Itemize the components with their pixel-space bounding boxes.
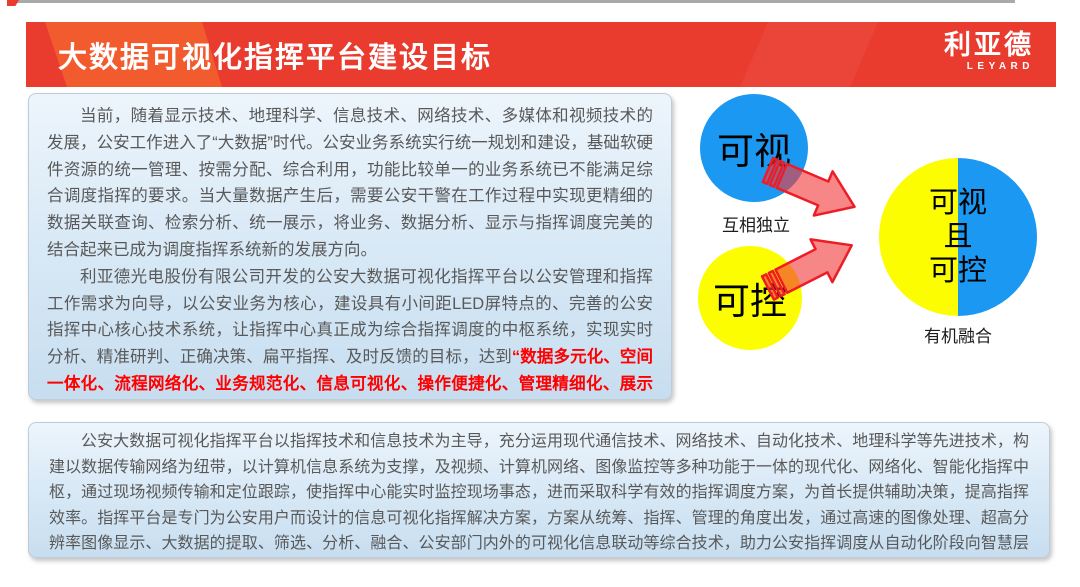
fusion-circle-line3: 可控 [928, 255, 987, 287]
fusion-circle-line2: 且 [943, 221, 973, 253]
fusion-label: 有机融合 [924, 327, 992, 346]
fusion-circle: 可视 且 可控 [879, 158, 1037, 316]
top-divider [7, 0, 1015, 3]
intro-paragraph-2: 利亚德光电股份有限公司开发的公安大数据可视化指挥平台以公安管理和指挥工作需求为向… [47, 264, 654, 399]
summary-paragraph: 公安大数据可视化指挥平台以指挥技术和信息技术为主导，充分运用现代通信技术、网络技… [49, 433, 1029, 552]
summary-text-panel: 公安大数据可视化指挥平台以指挥技术和信息技术为主导，充分运用现代通信技术、网络技… [28, 422, 1050, 558]
title-banner: 大数据可视化指挥平台建设目标 利亚德 LEYARD [26, 22, 1056, 87]
logo-en-text: LEYARD [966, 61, 1034, 72]
intro-paragraph-1: 当前，随着显示技术、地理科学、信息技术、网络技术、多媒体和视频技术的发展，公安工… [47, 107, 653, 259]
intro-text-panel: 当前，随着显示技术、地理科学、信息技术、网络技术、多媒体和视频技术的发展，公安工… [28, 93, 672, 400]
merge-arrow-bottom-icon [760, 238, 854, 301]
controllable-circle-label: 可控 [713, 281, 787, 322]
page-title: 大数据可视化指挥平台建设目标 [58, 41, 493, 74]
independent-label: 互相独立 [722, 216, 790, 235]
merge-arrow-top-icon [761, 156, 856, 217]
fusion-circle-line1: 可视 [928, 187, 987, 219]
top-corner-decoration [7, 0, 19, 6]
goal-highlight-1: “数据多元化、空间一体化、流程网络化、业务规范化、信息可视化、操作便捷化、管理精… [47, 348, 654, 393]
logo-cn-text: 利亚德 [944, 30, 1034, 60]
controllable-circle: 可控 [698, 246, 802, 350]
merge-arrows [760, 156, 856, 301]
leyard-logo: 利亚德 LEYARD [944, 30, 1034, 73]
intro-paragraph-2-text: 利亚德光电股份有限公司开发的公安大数据可视化指挥平台以公安管理和指挥工作需求为向… [47, 267, 653, 367]
banner-decoration [45, 22, 878, 87]
